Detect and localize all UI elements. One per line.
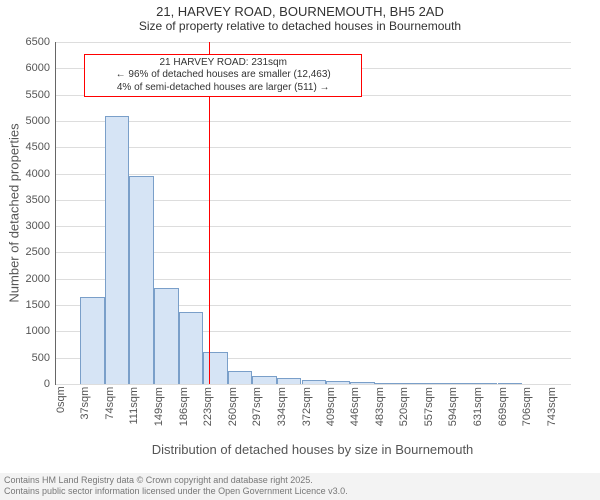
gridline [56, 147, 571, 148]
histogram-bar [375, 383, 399, 384]
gridline [56, 42, 571, 43]
histogram-bar [326, 381, 350, 384]
annotation-line: 21 HARVEY ROAD: 231sqm [89, 57, 357, 70]
histogram-bar [203, 352, 227, 384]
ytick-label: 3000 [26, 220, 56, 232]
ytick-label: 1000 [26, 325, 56, 337]
xtick-label: 409sqm [321, 387, 337, 426]
xtick-label: 260sqm [223, 387, 239, 426]
xtick-label: 0sqm [51, 386, 67, 413]
gridline [56, 121, 571, 122]
histogram-bar [105, 116, 129, 384]
histogram-bar [154, 288, 178, 384]
footer-line2: Contains public sector information licen… [4, 486, 596, 497]
xtick-label: 149sqm [149, 387, 165, 426]
xtick-label: 111sqm [124, 387, 140, 425]
x-axis-label: Distribution of detached houses by size … [152, 442, 474, 457]
histogram-bar [277, 378, 301, 384]
histogram-bar [228, 371, 252, 384]
histogram-bar [448, 383, 472, 384]
page-title-line1: 21, HARVEY ROAD, BOURNEMOUTH, BH5 2AD [0, 0, 600, 19]
annotation-line: ← 96% of detached houses are smaller (12… [89, 69, 357, 82]
xtick-label: 483sqm [370, 387, 386, 426]
xtick-label: 669sqm [493, 387, 509, 426]
xtick-label: 446sqm [345, 387, 361, 426]
xtick-label: 631sqm [468, 387, 484, 426]
xtick-label: 74sqm [100, 387, 116, 420]
ytick-label: 2500 [26, 246, 56, 258]
ytick-label: 5000 [26, 115, 56, 127]
ytick-label: 3500 [26, 194, 56, 206]
histogram-bar [424, 383, 448, 384]
xtick-label: 557sqm [419, 387, 435, 426]
xtick-label: 594sqm [443, 387, 459, 426]
xtick-label: 223sqm [198, 387, 214, 426]
gridline [56, 384, 571, 385]
histogram-bar [302, 380, 326, 384]
histogram-bar [473, 383, 497, 384]
annotation-box: 21 HARVEY ROAD: 231sqm← 96% of detached … [84, 54, 362, 98]
histogram-bar [129, 176, 153, 384]
ytick-label: 6500 [26, 36, 56, 48]
ytick-label: 500 [32, 352, 56, 364]
ytick-label: 5500 [26, 89, 56, 101]
ytick-label: 4500 [26, 141, 56, 153]
xtick-label: 372sqm [297, 387, 313, 426]
xtick-label: 520sqm [394, 387, 410, 426]
xtick-label: 334sqm [272, 387, 288, 426]
ytick-label: 6000 [26, 62, 56, 74]
xtick-label: 37sqm [75, 387, 91, 420]
y-axis-label: Number of detached properties [7, 123, 22, 302]
page-title-line2: Size of property relative to detached ho… [0, 19, 600, 33]
xtick-label: 297sqm [247, 387, 263, 426]
annotation-line: 4% of semi-detached houses are larger (5… [89, 82, 357, 95]
xtick-label: 706sqm [517, 387, 533, 426]
xtick-label: 186sqm [174, 387, 190, 426]
histogram-bar [179, 312, 203, 384]
histogram-bar [350, 382, 374, 384]
histogram-bar [399, 383, 423, 384]
histogram-bar [498, 383, 522, 384]
chart-plot-area: 0500100015002000250030003500400045005000… [55, 42, 571, 385]
xtick-label: 743sqm [542, 387, 558, 426]
ytick-label: 1500 [26, 299, 56, 311]
footer-attribution: Contains HM Land Registry data © Crown c… [0, 473, 600, 500]
gridline [56, 174, 571, 175]
ytick-label: 4000 [26, 168, 56, 180]
histogram-bar [252, 376, 276, 384]
ytick-label: 2000 [26, 273, 56, 285]
histogram-bar [80, 297, 104, 384]
footer-line1: Contains HM Land Registry data © Crown c… [4, 475, 596, 486]
